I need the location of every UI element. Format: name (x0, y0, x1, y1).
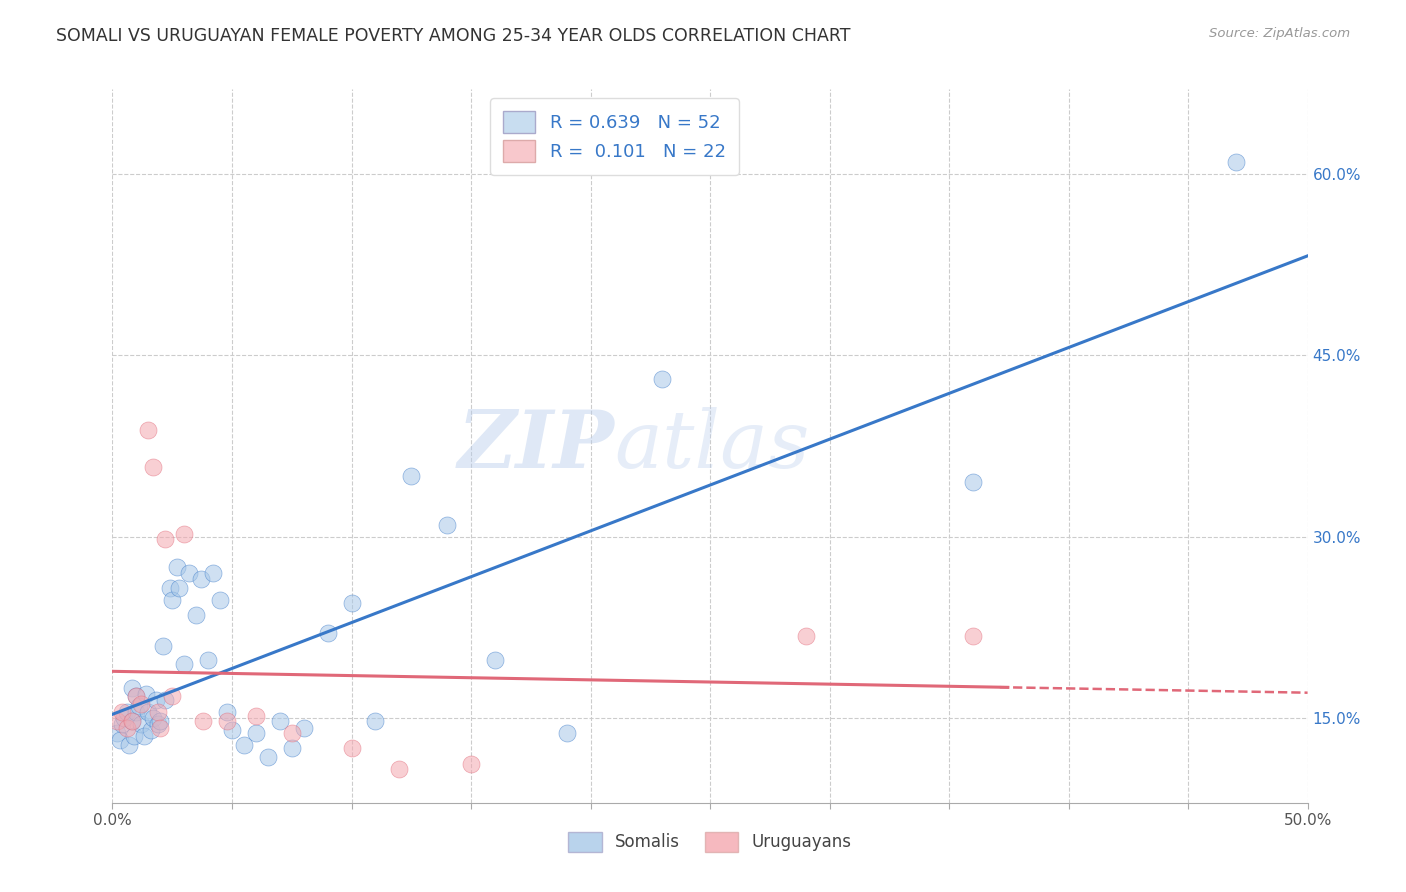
Point (388, 762, 411, 776)
Point (340, 741, 363, 756)
Point (125, 705, 148, 719)
Point (118, 738, 141, 752)
Point (460, 757, 482, 772)
Point (193, 714, 215, 728)
Point (125, 690, 148, 704)
Point (105, 725, 128, 739)
Point (149, 721, 172, 735)
Point (105, 714, 128, 728)
Point (962, 475, 984, 490)
Point (209, 592, 232, 607)
Point (114, 711, 135, 725)
Point (129, 697, 152, 711)
Point (142, 459, 165, 474)
Point (173, 657, 195, 671)
Point (166, 560, 188, 574)
Point (962, 629, 984, 643)
Point (190, 572, 212, 586)
Point (245, 708, 267, 723)
Point (173, 527, 195, 541)
Text: SOMALI VS URUGUAYAN FEMALE POVERTY AMONG 25-34 YEAR OLDS CORRELATION CHART: SOMALI VS URUGUAYAN FEMALE POVERTY AMONG… (56, 27, 851, 45)
Point (555, 725, 578, 739)
Point (121, 681, 143, 695)
Text: Source: ZipAtlas.com: Source: ZipAtlas.com (1209, 27, 1350, 40)
Point (142, 711, 165, 725)
Point (197, 653, 219, 667)
Point (1225, 154, 1247, 169)
Point (159, 581, 181, 595)
Point (152, 639, 174, 653)
Legend: Somalis, Uruguayans: Somalis, Uruguayans (561, 825, 859, 859)
Text: atlas: atlas (614, 408, 810, 484)
Point (121, 714, 143, 728)
Point (292, 721, 315, 735)
Point (316, 626, 339, 640)
Point (340, 596, 363, 610)
Point (162, 592, 183, 607)
Point (201, 566, 224, 580)
Point (111, 717, 134, 731)
Point (139, 723, 162, 738)
Point (122, 729, 145, 743)
Point (149, 714, 172, 728)
Point (132, 729, 155, 743)
Point (436, 517, 458, 532)
Point (177, 566, 200, 580)
Point (169, 581, 191, 595)
Point (108, 732, 131, 747)
Point (125, 690, 148, 704)
Point (269, 714, 291, 728)
Point (233, 738, 256, 752)
Point (364, 714, 387, 728)
Text: ZIP: ZIP (457, 408, 614, 484)
Point (111, 705, 134, 719)
Point (146, 717, 169, 731)
Point (186, 608, 208, 623)
Point (153, 532, 176, 546)
Point (135, 687, 157, 701)
Point (794, 629, 817, 643)
Point (221, 723, 243, 738)
Point (281, 725, 304, 739)
Point (651, 372, 673, 386)
Point (245, 725, 267, 739)
Point (138, 705, 160, 719)
Point (115, 705, 138, 719)
Point (484, 653, 506, 667)
Point (115, 721, 138, 735)
Point (145, 693, 167, 707)
Point (128, 699, 150, 714)
Point (281, 741, 304, 756)
Point (162, 690, 183, 704)
Point (217, 705, 239, 719)
Point (129, 717, 152, 731)
Point (121, 714, 143, 728)
Point (146, 705, 169, 719)
Point (153, 693, 176, 707)
Point (138, 423, 160, 437)
Point (257, 749, 280, 764)
Point (401, 469, 423, 483)
Point (217, 714, 239, 728)
